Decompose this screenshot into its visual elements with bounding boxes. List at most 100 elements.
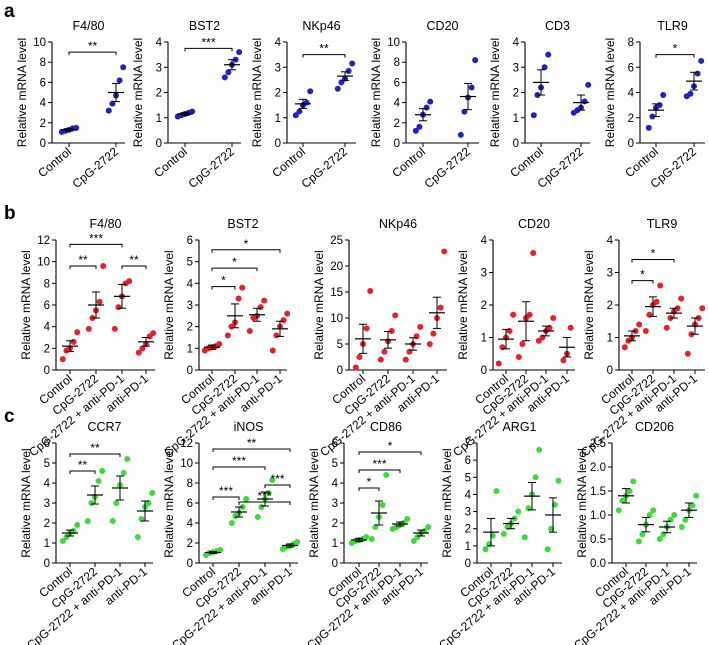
data-point — [645, 124, 652, 131]
data-point — [149, 490, 156, 496]
data-point — [139, 345, 146, 352]
group-1 — [635, 507, 657, 545]
significance-label: *** — [219, 484, 233, 498]
significance-bracket — [211, 267, 258, 272]
y-tick-label: 10 — [330, 313, 343, 325]
data-point — [100, 263, 107, 269]
group-1 — [642, 282, 664, 334]
group-3 — [410, 524, 432, 544]
chart-title: CCR7 — [87, 420, 121, 434]
significance-bracket — [212, 466, 266, 470]
group-0 — [58, 124, 80, 135]
data-point — [636, 321, 643, 328]
data-point — [410, 538, 417, 544]
data-point — [217, 547, 224, 553]
data-point — [653, 298, 660, 305]
data-point — [74, 329, 81, 336]
y-tick-label: 3 — [607, 268, 613, 280]
data-point — [404, 516, 411, 522]
y-tick-label: 6 — [628, 62, 634, 74]
y-tick-label: 1 — [481, 333, 487, 345]
y-tick-label: 2 — [40, 118, 46, 130]
significance-label: * — [388, 439, 393, 453]
data-point — [657, 282, 664, 289]
data-point — [510, 311, 517, 318]
significance-bracket — [68, 51, 117, 56]
y-tick-label: 0 — [513, 138, 519, 150]
chart-title: CD86 — [370, 420, 402, 434]
y-tick-label: 2 — [513, 88, 519, 100]
y-tick-label: 0.5 — [590, 534, 606, 546]
data-point — [377, 356, 384, 363]
data-point — [85, 325, 92, 332]
y-tick-label: 4 — [40, 98, 47, 110]
data-point — [682, 516, 689, 523]
y-tick-label: 0 — [332, 558, 338, 570]
significance-label: * — [673, 42, 678, 56]
significance-bracket — [211, 286, 236, 290]
y-tick-label: 2.5 — [590, 438, 606, 450]
data-point — [235, 295, 242, 302]
significance-bracket — [211, 249, 281, 253]
y-tick-label: 2 — [44, 518, 50, 530]
significance-label: ** — [88, 39, 98, 53]
data-point — [95, 478, 102, 484]
significance-label: ** — [78, 458, 88, 472]
y-tick-label: 0 — [481, 365, 487, 377]
category-label: CpG-2722 — [299, 144, 351, 191]
data-point — [135, 349, 142, 356]
data-point — [536, 446, 543, 453]
y-tick-label: 2 — [332, 518, 338, 530]
data-point — [615, 507, 622, 514]
data-point — [437, 304, 444, 311]
significance-bracket — [69, 265, 97, 269]
data-point — [402, 356, 409, 363]
chart-title: F4/80 — [73, 19, 105, 33]
significance-label: *** — [232, 454, 246, 468]
data-point — [693, 492, 700, 499]
category-label: CpG-2722 — [70, 144, 122, 191]
data-point — [352, 364, 359, 371]
significance-label: * — [367, 475, 372, 489]
y-axis-label: Relative mRNA level — [19, 250, 33, 359]
data-point — [363, 534, 370, 540]
y-tick-label: 1 — [187, 343, 193, 355]
group-1 — [85, 263, 107, 332]
y-tick-label: 0 — [337, 365, 343, 377]
y-tick-label: 3 — [187, 300, 193, 312]
data-point — [269, 347, 276, 354]
y-tick-label: 2 — [156, 88, 162, 100]
data-point — [532, 474, 539, 481]
group-1 — [457, 57, 479, 138]
significance-bracket — [358, 451, 422, 455]
y-tick-label: 0 — [187, 365, 193, 377]
data-point — [544, 546, 551, 553]
data-point — [258, 504, 265, 510]
y-tick-label: 0 — [40, 138, 46, 150]
y-axis-label: Relative mRNA level — [440, 448, 454, 557]
group-3 — [426, 248, 448, 347]
data-point — [521, 534, 528, 541]
y-tick-label: 2 — [481, 300, 487, 312]
data-point — [254, 514, 261, 520]
data-point — [646, 512, 653, 518]
y-tick-label: 0 — [187, 558, 193, 570]
data-point — [120, 64, 127, 71]
data-point — [74, 522, 81, 528]
significance-bracket — [631, 280, 654, 284]
significance-label: ** — [129, 253, 139, 267]
data-point — [698, 57, 705, 64]
y-tick-label: 6 — [187, 235, 193, 247]
group-2 — [535, 315, 557, 344]
y-tick-label: 12 — [180, 438, 193, 450]
data-point — [296, 108, 303, 115]
y-tick-label: 4 — [394, 98, 401, 110]
y-tick-label: 4 — [628, 88, 635, 100]
y-tick-label: 0 — [628, 138, 634, 150]
data-point — [699, 305, 706, 312]
y-tick-label: 2 — [465, 524, 471, 536]
significance-bracket — [302, 54, 346, 58]
